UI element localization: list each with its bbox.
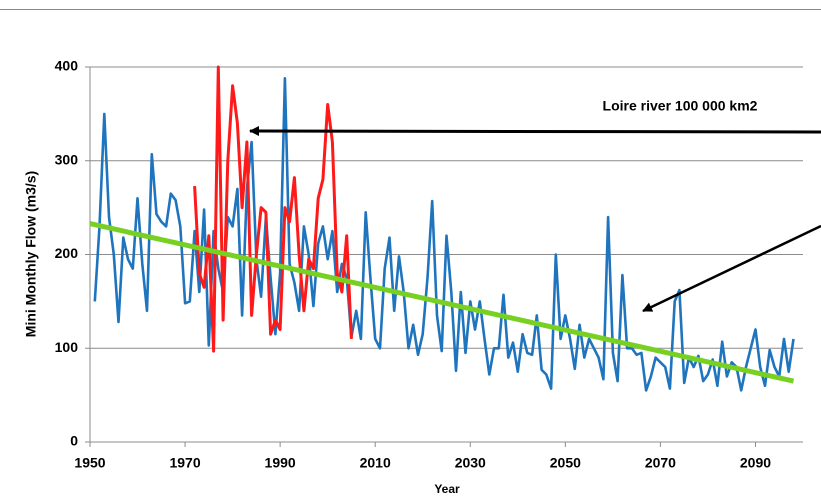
y-axis-label: Mini Monthly Flow (m3/s) xyxy=(23,171,39,337)
x-tick-label: 2090 xyxy=(740,455,771,471)
arrow-simulated xyxy=(642,224,821,313)
observed-line xyxy=(193,65,353,353)
x-tick-label: 1970 xyxy=(169,455,200,471)
x-tick-label: 1950 xyxy=(74,455,105,471)
x-tick-label: 2050 xyxy=(550,455,581,471)
arrow-observed xyxy=(249,126,821,137)
y-tick-label: 100 xyxy=(55,339,79,355)
plot-area xyxy=(89,65,795,392)
y-tick-label: 0 xyxy=(70,433,78,449)
y-tick-label: 200 xyxy=(55,245,79,261)
simulated-line xyxy=(93,77,795,392)
y-tick-label: 300 xyxy=(55,151,79,167)
annotation: Loire river 100 000 km2 xyxy=(603,98,758,114)
x-tick-label: 2070 xyxy=(645,455,676,471)
x-axis-label: Year xyxy=(434,482,460,496)
y-tick-label: 400 xyxy=(55,58,79,74)
x-tick-label: 1990 xyxy=(265,455,296,471)
x-tick-label: 2010 xyxy=(360,455,391,471)
trend-line xyxy=(89,221,795,384)
x-tick-label: 2030 xyxy=(455,455,486,471)
